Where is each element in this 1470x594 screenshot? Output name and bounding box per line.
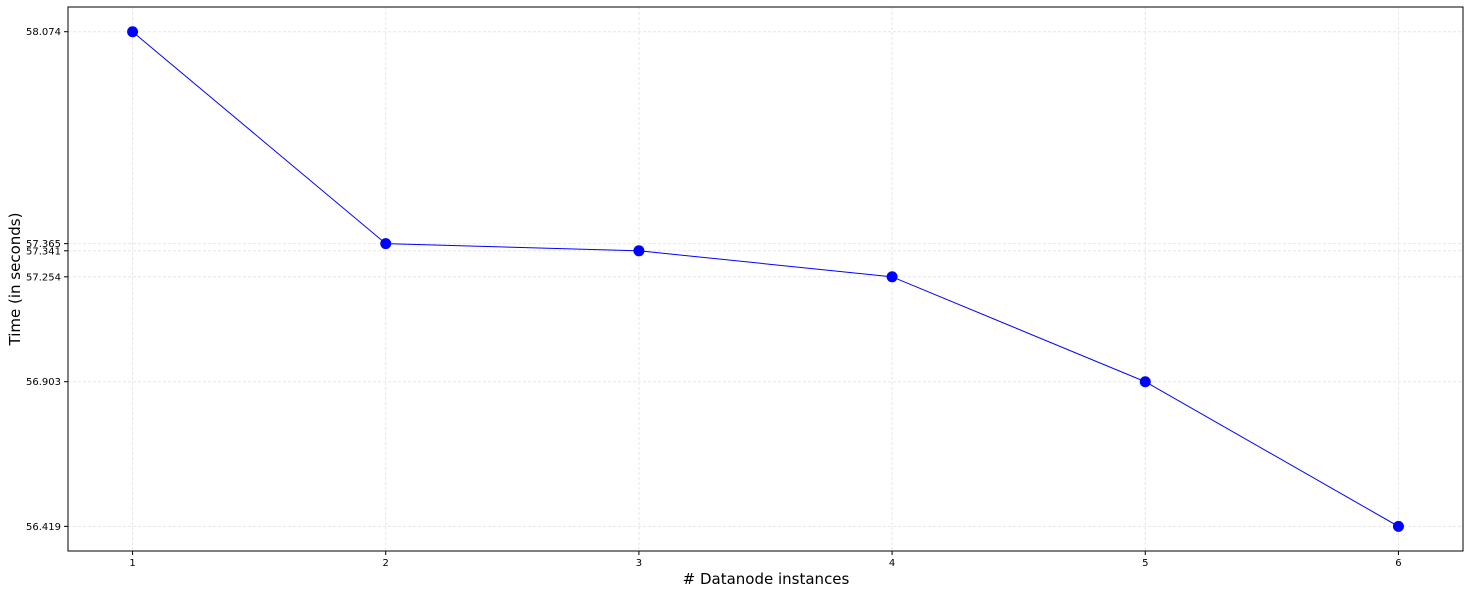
data-point (886, 271, 898, 283)
y-tick-label: 57.254 (26, 272, 61, 283)
data-point (127, 26, 139, 38)
y-tick-label: 56.419 (26, 522, 61, 533)
plot-area-frame (67, 6, 1464, 552)
data-point (1392, 520, 1404, 532)
y-tick-label: 57.341 (26, 246, 61, 257)
data-point (1139, 376, 1151, 388)
x-axis-label: # Datanode instances (683, 570, 850, 588)
y-tick-label: 58.074 (26, 27, 61, 38)
series-line (132, 31, 1399, 527)
x-tick-label: 6 (1395, 558, 1401, 569)
x-tick-label: 2 (383, 558, 389, 569)
y-tick-label: 56.903 (26, 377, 61, 388)
x-tick-label: 4 (889, 558, 895, 569)
data-point (380, 238, 392, 250)
y-tick-label: 57.365 (26, 239, 61, 250)
y-axis-label: Time (in seconds) (6, 213, 24, 347)
data-point (633, 245, 645, 257)
x-tick-label: 3 (636, 558, 642, 569)
data-series (127, 26, 1404, 532)
x-tick-label: 1 (129, 558, 135, 569)
grid-lines (68, 7, 1463, 551)
x-tick-label: 5 (1142, 558, 1148, 569)
